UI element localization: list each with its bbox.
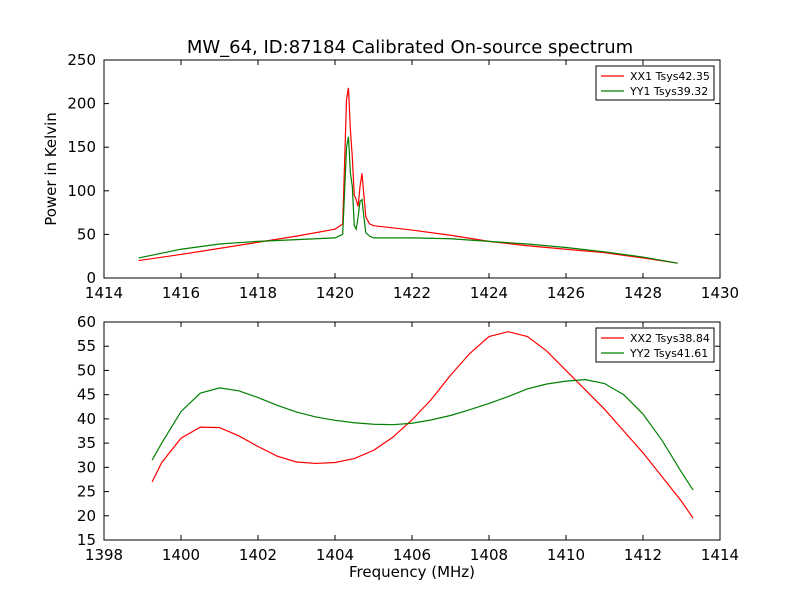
- chart-title: MW_64, ID:87184 Calibrated On-source spe…: [187, 37, 633, 58]
- y-tick-label: 30: [77, 458, 96, 476]
- x-tick-label: 1414: [701, 546, 739, 564]
- x-tick-label: 1416: [162, 284, 200, 302]
- x-tick-label: 1426: [547, 284, 585, 302]
- legend-box: [595, 327, 715, 363]
- series-line-2: [151, 379, 694, 491]
- series-line-1: [151, 331, 694, 519]
- y-tick-label: 60: [77, 313, 96, 331]
- y-tick-label: 40: [77, 410, 96, 428]
- y-tick-label: 25: [77, 483, 96, 501]
- y-tick-label: 200: [67, 95, 96, 113]
- x-tick-label: 1414: [85, 284, 123, 302]
- legend-label-2: YY2 Tsys41.61: [629, 347, 708, 360]
- x-tick-label: 1402: [239, 546, 277, 564]
- y-tick-label: 20: [77, 507, 96, 525]
- x-tick-label: 1418: [239, 284, 277, 302]
- y-tick-label: 150: [67, 138, 96, 156]
- y-tick-label: 15: [77, 531, 96, 549]
- y-tick-label: 45: [77, 386, 96, 404]
- y-tick-label: 35: [77, 434, 96, 452]
- y-tick-label: 100: [67, 182, 96, 200]
- top-panel: 1414 1416 1418 1420 1422 1424 1426 1428 1430 0 50 1…: [42, 51, 739, 302]
- y-tick-label: 250: [67, 51, 96, 69]
- x-tick-label: 1422: [393, 284, 431, 302]
- x-tick-label: 1420: [316, 284, 354, 302]
- series-line-2: [138, 136, 678, 264]
- legend-label-1: XX2 Tsys38.84: [630, 332, 710, 345]
- x-axis-label: Frequency (MHz): [349, 563, 475, 581]
- x-tick-label: 1398: [85, 546, 123, 564]
- x-tick-label: 1428: [624, 284, 662, 302]
- y-tick-label: 55: [77, 337, 96, 355]
- x-tick-label: 1430: [701, 284, 739, 302]
- x-tick-label: 1404: [316, 546, 354, 564]
- x-tick-label: 1424: [470, 284, 508, 302]
- x-tick-label: 1410: [547, 546, 585, 564]
- y-tick-label: 50: [77, 225, 96, 243]
- x-tick-label: 1406: [393, 546, 431, 564]
- x-tick-label: 1408: [470, 546, 508, 564]
- x-tick-label: 1412: [624, 546, 662, 564]
- y-axis-label: Power in Kelvin: [42, 112, 60, 226]
- legend-label-1: XX1 Tsys42.35: [630, 70, 710, 83]
- bottom-panel: 1398 1400 1402 1404 1406 1408 1410 1412 1414 15 20…: [77, 313, 739, 581]
- legend-box: [595, 65, 715, 101]
- y-tick-label: 0: [86, 269, 96, 287]
- legend-label-2: YY1 Tsys39.32: [629, 85, 708, 98]
- x-tick-label: 1400: [162, 546, 200, 564]
- y-tick-label: 50: [77, 361, 96, 379]
